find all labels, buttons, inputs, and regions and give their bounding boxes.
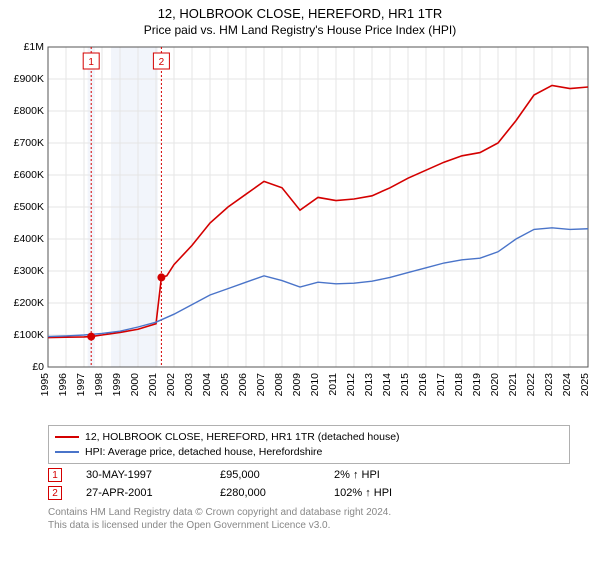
sale-date: 30-MAY-1997 (86, 469, 196, 481)
svg-text:2006: 2006 (237, 373, 249, 397)
svg-text:2017: 2017 (435, 373, 447, 397)
svg-text:£0: £0 (32, 361, 44, 373)
svg-text:2008: 2008 (273, 373, 285, 397)
svg-text:2022: 2022 (525, 373, 537, 397)
svg-text:£1M: £1M (24, 41, 44, 53)
svg-text:2024: 2024 (561, 373, 573, 397)
svg-text:2011: 2011 (327, 373, 339, 396)
svg-text:2005: 2005 (219, 373, 231, 397)
legend-label-hpi: HPI: Average price, detached house, Here… (85, 445, 322, 460)
svg-text:1996: 1996 (57, 373, 69, 397)
svg-text:2012: 2012 (345, 373, 357, 397)
svg-text:£600K: £600K (14, 169, 44, 181)
svg-text:1995: 1995 (39, 373, 51, 397)
legend-label-address: 12, HOLBROOK CLOSE, HEREFORD, HR1 1TR (d… (85, 430, 400, 445)
legend-row-address: 12, HOLBROOK CLOSE, HEREFORD, HR1 1TR (d… (55, 430, 563, 445)
sale-marker: 1 (48, 468, 62, 482)
svg-text:1998: 1998 (93, 373, 105, 397)
svg-text:2013: 2013 (363, 373, 375, 397)
sale-marker: 2 (48, 486, 62, 500)
footer-line1: Contains HM Land Registry data © Crown c… (48, 506, 570, 519)
svg-text:£400K: £400K (14, 233, 44, 245)
svg-text:2000: 2000 (129, 373, 141, 397)
footer-line2: This data is licensed under the Open Gov… (48, 519, 570, 532)
sale-row: 1 30-MAY-1997 £95,000 2% ↑ HPI (48, 468, 570, 482)
footer: Contains HM Land Registry data © Crown c… (48, 506, 570, 532)
svg-text:2023: 2023 (543, 373, 555, 397)
svg-text:2014: 2014 (381, 373, 393, 397)
svg-text:1997: 1997 (75, 373, 87, 397)
svg-text:2007: 2007 (255, 373, 267, 397)
svg-text:2021: 2021 (507, 373, 519, 397)
svg-text:£300K: £300K (14, 265, 44, 277)
legend-row-hpi: HPI: Average price, detached house, Here… (55, 445, 563, 460)
svg-text:2019: 2019 (471, 373, 483, 397)
legend-swatch-hpi (55, 451, 79, 453)
svg-text:£100K: £100K (14, 329, 44, 341)
sale-price: £95,000 (220, 469, 310, 481)
svg-text:2016: 2016 (417, 373, 429, 397)
sale-date: 27-APR-2001 (86, 487, 196, 499)
svg-text:2010: 2010 (309, 373, 321, 397)
legend-swatch-address (55, 436, 79, 438)
svg-text:1: 1 (88, 57, 94, 68)
svg-text:2001: 2001 (147, 373, 159, 397)
svg-text:2015: 2015 (399, 373, 411, 397)
svg-text:1999: 1999 (111, 373, 123, 397)
chart-title: 12, HOLBROOK CLOSE, HEREFORD, HR1 1TR (0, 6, 600, 21)
svg-text:2003: 2003 (183, 373, 195, 397)
sale-pct: 102% ↑ HPI (334, 487, 392, 499)
svg-text:£800K: £800K (14, 105, 44, 117)
svg-text:2018: 2018 (453, 373, 465, 397)
sale-pct: 2% ↑ HPI (334, 469, 380, 481)
svg-text:2002: 2002 (165, 373, 177, 397)
svg-text:£900K: £900K (14, 73, 44, 85)
legend: 12, HOLBROOK CLOSE, HEREFORD, HR1 1TR (d… (48, 425, 570, 464)
line-chart: £0 £100K £200K £300K £400K £500K £600K £700K £80… (0, 37, 600, 417)
svg-text:2025: 2025 (579, 373, 591, 397)
svg-text:2: 2 (159, 57, 165, 68)
sale-price: £280,000 (220, 487, 310, 499)
svg-text:2020: 2020 (489, 373, 501, 397)
svg-text:£500K: £500K (14, 201, 44, 213)
sale-row: 2 27-APR-2001 £280,000 102% ↑ HPI (48, 486, 570, 500)
svg-text:2009: 2009 (291, 373, 303, 397)
svg-text:2004: 2004 (201, 373, 213, 397)
chart-subtitle: Price paid vs. HM Land Registry's House … (0, 23, 600, 37)
svg-text:£200K: £200K (14, 297, 44, 309)
svg-text:£700K: £700K (14, 137, 44, 149)
